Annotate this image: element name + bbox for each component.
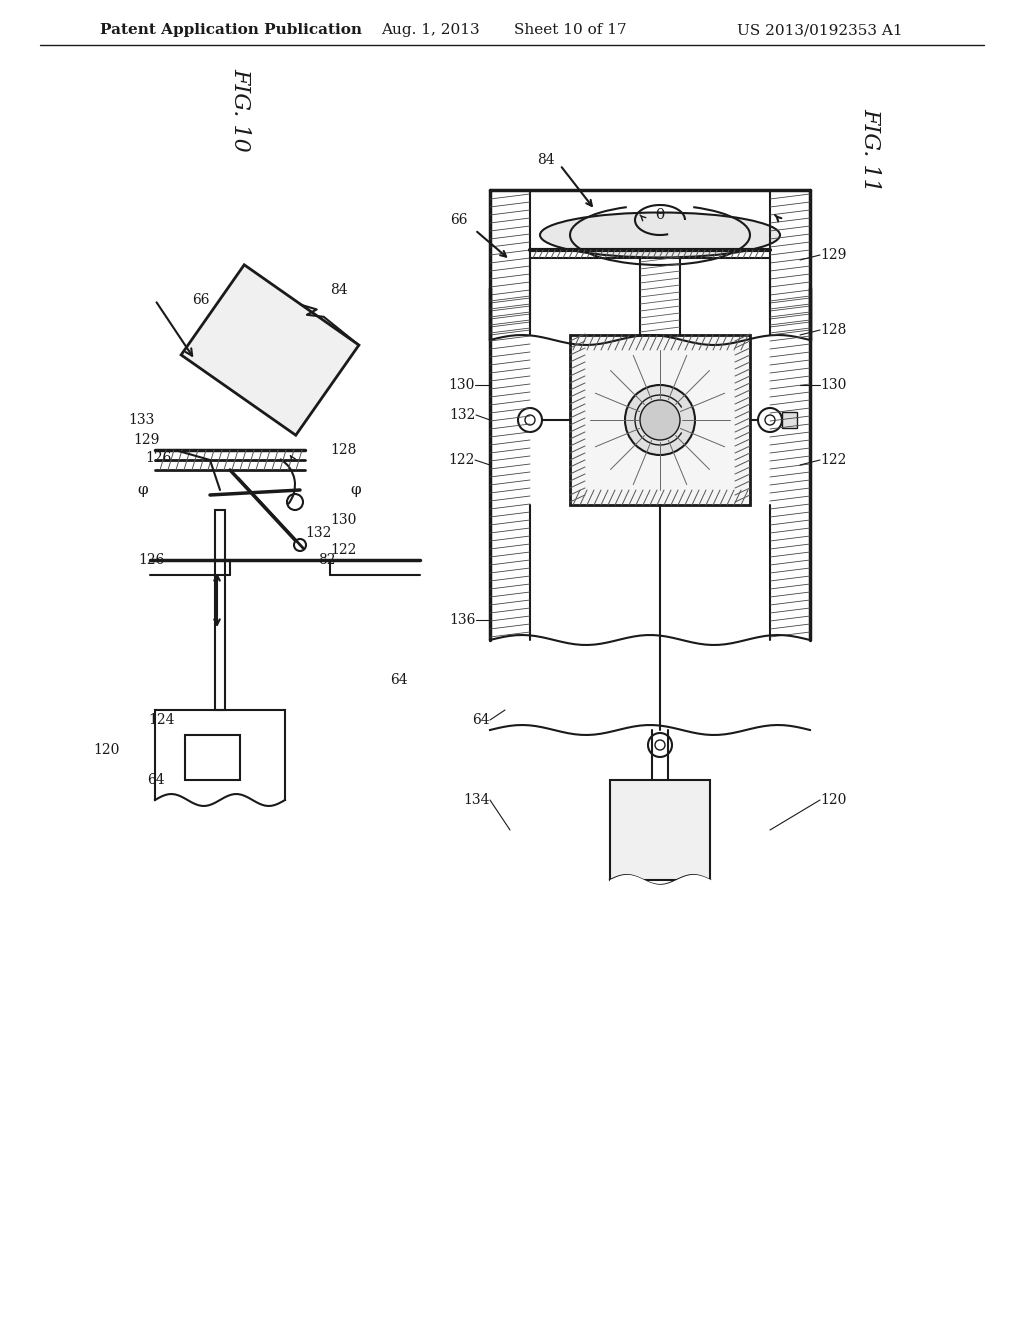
Bar (610, 780, 710, 880)
Text: 132: 132 (450, 408, 476, 422)
Text: 122: 122 (449, 453, 475, 467)
Text: 66: 66 (193, 293, 210, 308)
Text: 120: 120 (820, 793, 847, 807)
Text: 66: 66 (451, 213, 468, 227)
Text: 84: 84 (538, 153, 555, 168)
Text: 128: 128 (330, 444, 356, 457)
Bar (570, 335, 750, 506)
Text: 122: 122 (820, 453, 847, 467)
Ellipse shape (540, 213, 780, 257)
Polygon shape (181, 265, 358, 436)
Text: 133: 133 (129, 413, 155, 426)
Text: 124: 124 (148, 713, 175, 727)
Text: 130: 130 (820, 378, 847, 392)
Text: Aug. 1, 2013: Aug. 1, 2013 (381, 22, 479, 37)
Text: 84: 84 (330, 282, 347, 297)
Text: 136: 136 (450, 612, 476, 627)
Text: 126: 126 (145, 451, 172, 465)
Text: θ: θ (655, 209, 665, 222)
Text: US 2013/0192353 A1: US 2013/0192353 A1 (737, 22, 903, 37)
Text: 132: 132 (305, 525, 332, 540)
Text: φ: φ (350, 483, 360, 498)
Text: 122: 122 (330, 543, 356, 557)
Text: 129: 129 (133, 433, 160, 447)
Text: 64: 64 (390, 673, 408, 686)
Text: 120: 120 (93, 743, 120, 756)
Bar (215, 510, 225, 710)
Text: 130: 130 (449, 378, 475, 392)
Text: 126: 126 (138, 553, 165, 568)
Text: 128: 128 (820, 323, 847, 337)
Text: 64: 64 (147, 774, 165, 787)
Text: Patent Application Publication: Patent Application Publication (100, 22, 362, 37)
Bar (185, 735, 240, 780)
Text: 134: 134 (464, 793, 490, 807)
Text: FIG. 10: FIG. 10 (229, 69, 251, 152)
Text: 82: 82 (318, 553, 336, 568)
Text: φ: φ (137, 483, 148, 498)
Text: Sheet 10 of 17: Sheet 10 of 17 (514, 22, 627, 37)
Circle shape (640, 400, 680, 440)
Circle shape (625, 385, 695, 455)
Text: 129: 129 (820, 248, 847, 261)
Text: 130: 130 (330, 513, 356, 527)
Text: 64: 64 (472, 713, 490, 727)
Bar (782, 412, 797, 428)
Text: FIG. 11: FIG. 11 (859, 108, 881, 191)
